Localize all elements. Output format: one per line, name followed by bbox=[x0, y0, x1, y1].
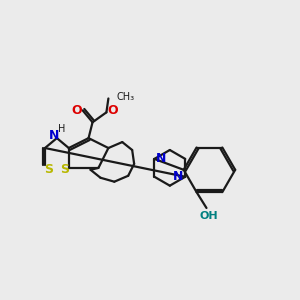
Text: CH₃: CH₃ bbox=[116, 92, 134, 101]
Text: O: O bbox=[107, 104, 118, 117]
Text: S: S bbox=[44, 163, 53, 176]
Text: S: S bbox=[60, 163, 69, 176]
Text: N: N bbox=[156, 152, 166, 165]
Text: H: H bbox=[58, 124, 65, 134]
Text: N: N bbox=[173, 170, 184, 183]
Text: OH: OH bbox=[199, 211, 218, 221]
Text: O: O bbox=[71, 104, 82, 117]
Text: N: N bbox=[49, 129, 59, 142]
